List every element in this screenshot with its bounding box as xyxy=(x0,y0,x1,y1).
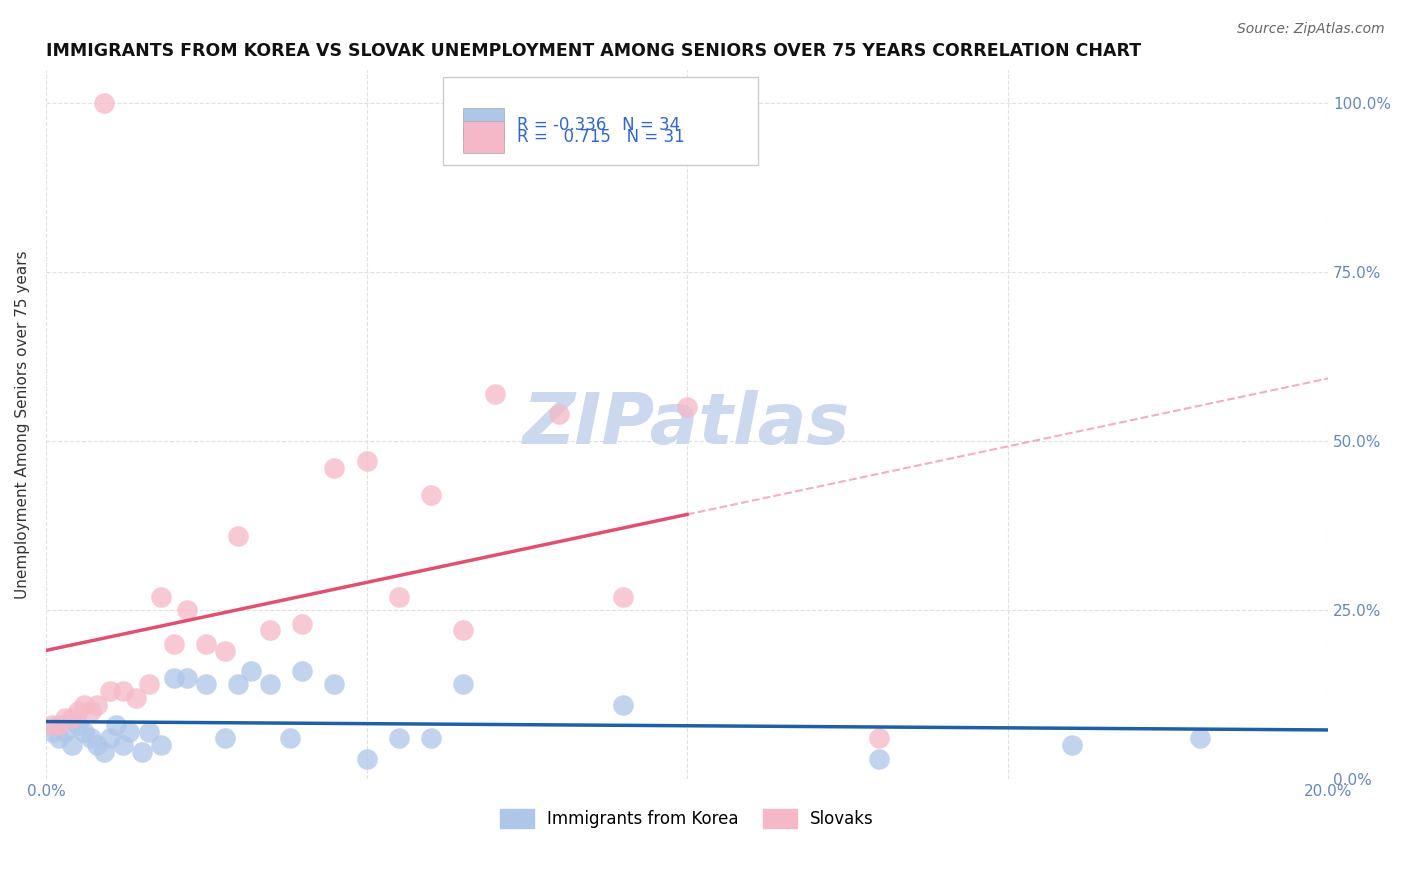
Text: ZIPatlas: ZIPatlas xyxy=(523,390,851,458)
Point xyxy=(138,724,160,739)
Point xyxy=(48,718,70,732)
Point xyxy=(484,387,506,401)
Point xyxy=(93,96,115,111)
Legend: Immigrants from Korea, Slovaks: Immigrants from Korea, Slovaks xyxy=(494,802,880,834)
Point xyxy=(41,718,63,732)
Point xyxy=(419,731,441,746)
Text: R = -0.336   N = 34: R = -0.336 N = 34 xyxy=(516,116,679,134)
Point xyxy=(73,698,96,712)
Point xyxy=(387,731,409,746)
Point xyxy=(150,738,173,752)
Point xyxy=(98,731,121,746)
Point xyxy=(118,724,141,739)
Point xyxy=(86,738,108,752)
Point xyxy=(387,590,409,604)
Point xyxy=(41,724,63,739)
Point xyxy=(259,677,281,691)
Point xyxy=(93,745,115,759)
Point xyxy=(176,671,198,685)
Point xyxy=(612,698,634,712)
Point xyxy=(125,690,148,705)
Point xyxy=(451,677,474,691)
Point xyxy=(105,718,128,732)
Point xyxy=(66,704,89,718)
Point xyxy=(138,677,160,691)
Point xyxy=(98,684,121,698)
Point xyxy=(612,590,634,604)
FancyBboxPatch shape xyxy=(463,108,503,141)
Point xyxy=(86,698,108,712)
Point xyxy=(240,664,263,678)
Point xyxy=(278,731,301,746)
Point xyxy=(547,407,569,421)
Point xyxy=(163,671,186,685)
Point xyxy=(60,711,83,725)
Point xyxy=(214,643,236,657)
Point xyxy=(226,529,249,543)
Y-axis label: Unemployment Among Seniors over 75 years: Unemployment Among Seniors over 75 years xyxy=(15,250,30,599)
Point xyxy=(80,704,103,718)
Point xyxy=(259,624,281,638)
Point xyxy=(291,616,314,631)
Point xyxy=(80,731,103,746)
Point xyxy=(176,603,198,617)
Point xyxy=(291,664,314,678)
Point xyxy=(323,461,346,475)
Point xyxy=(868,752,890,766)
Point xyxy=(53,724,76,739)
Point xyxy=(53,711,76,725)
Point xyxy=(451,624,474,638)
Text: IMMIGRANTS FROM KOREA VS SLOVAK UNEMPLOYMENT AMONG SENIORS OVER 75 YEARS CORRELA: IMMIGRANTS FROM KOREA VS SLOVAK UNEMPLOY… xyxy=(46,42,1142,60)
Point xyxy=(73,724,96,739)
Point xyxy=(111,684,134,698)
FancyBboxPatch shape xyxy=(443,77,758,165)
Point xyxy=(868,731,890,746)
Point xyxy=(323,677,346,691)
Point xyxy=(356,454,378,468)
Point xyxy=(226,677,249,691)
Point xyxy=(1060,738,1083,752)
Text: R =   0.715   N = 31: R = 0.715 N = 31 xyxy=(516,128,685,146)
Point xyxy=(150,590,173,604)
Point xyxy=(419,488,441,502)
Point xyxy=(676,401,699,415)
Point xyxy=(163,637,186,651)
Point xyxy=(60,738,83,752)
Point xyxy=(131,745,153,759)
FancyBboxPatch shape xyxy=(463,120,503,153)
Point xyxy=(48,731,70,746)
Point xyxy=(66,718,89,732)
Point xyxy=(1188,731,1211,746)
Point xyxy=(356,752,378,766)
Point xyxy=(195,637,218,651)
Text: Source: ZipAtlas.com: Source: ZipAtlas.com xyxy=(1237,22,1385,37)
Point xyxy=(195,677,218,691)
Point xyxy=(111,738,134,752)
Point xyxy=(214,731,236,746)
